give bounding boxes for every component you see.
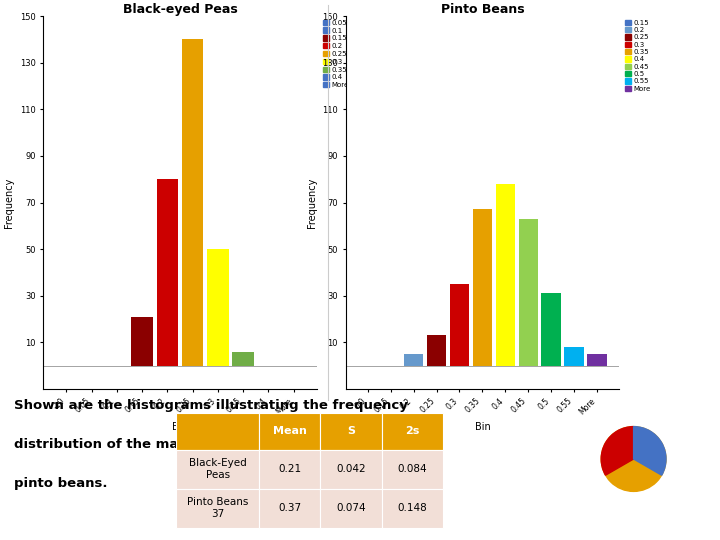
Text: pinto beans.: pinto beans. bbox=[14, 477, 108, 490]
Title: Black-eyed Peas: Black-eyed Peas bbox=[122, 3, 238, 16]
Legend: 0.15, 0.2, 0.25, 0.3, 0.35, 0.4, 0.45, 0.5, 0.55, More: 0.15, 0.2, 0.25, 0.3, 0.35, 0.4, 0.45, 0… bbox=[626, 19, 651, 92]
Bar bbox=[450, 284, 469, 366]
Text: S: S bbox=[347, 427, 355, 436]
Wedge shape bbox=[634, 427, 666, 475]
Text: 0.21: 0.21 bbox=[278, 464, 302, 474]
Text: 0.148: 0.148 bbox=[397, 503, 427, 513]
Y-axis label: Frequency: Frequency bbox=[4, 177, 14, 228]
Bar bbox=[472, 210, 492, 366]
Text: distribution of the mass of 300 black-eyed peas and 300: distribution of the mass of 300 black-ey… bbox=[14, 438, 438, 451]
Bar bbox=[541, 293, 561, 366]
Text: 0.37: 0.37 bbox=[278, 503, 302, 513]
Text: Shown are the histograms illustrating the frequency: Shown are the histograms illustrating th… bbox=[14, 399, 408, 412]
Circle shape bbox=[601, 427, 666, 491]
Bar bbox=[427, 335, 446, 366]
Bar bbox=[182, 39, 203, 366]
Bar bbox=[157, 179, 178, 366]
Bar bbox=[564, 347, 584, 366]
Bar bbox=[588, 354, 607, 366]
Bar bbox=[518, 219, 538, 366]
Text: Black-Eyed
Peas: Black-Eyed Peas bbox=[189, 458, 247, 480]
Text: 0.084: 0.084 bbox=[397, 464, 427, 474]
Bar bbox=[207, 249, 229, 366]
Bar bbox=[131, 316, 153, 366]
Wedge shape bbox=[601, 427, 634, 475]
X-axis label: Bin: Bin bbox=[172, 422, 188, 432]
Bar bbox=[404, 354, 423, 366]
Bar bbox=[233, 352, 254, 366]
Text: Mean: Mean bbox=[273, 427, 307, 436]
Text: 14: 14 bbox=[681, 523, 698, 536]
X-axis label: Bin: Bin bbox=[474, 422, 490, 432]
Text: Pinto Beans
37: Pinto Beans 37 bbox=[187, 497, 248, 519]
Text: 2s: 2s bbox=[405, 427, 419, 436]
Text: 0.074: 0.074 bbox=[336, 503, 366, 513]
Y-axis label: Frequency: Frequency bbox=[307, 177, 317, 228]
Text: 0.042: 0.042 bbox=[336, 464, 366, 474]
Bar bbox=[495, 184, 515, 366]
Legend: 0.05, 0.1, 0.15, 0.2, 0.25, 0.3, 0.35, 0.4, More: 0.05, 0.1, 0.15, 0.2, 0.25, 0.3, 0.35, 0… bbox=[323, 19, 348, 88]
Title: Pinto Beans: Pinto Beans bbox=[441, 3, 524, 16]
